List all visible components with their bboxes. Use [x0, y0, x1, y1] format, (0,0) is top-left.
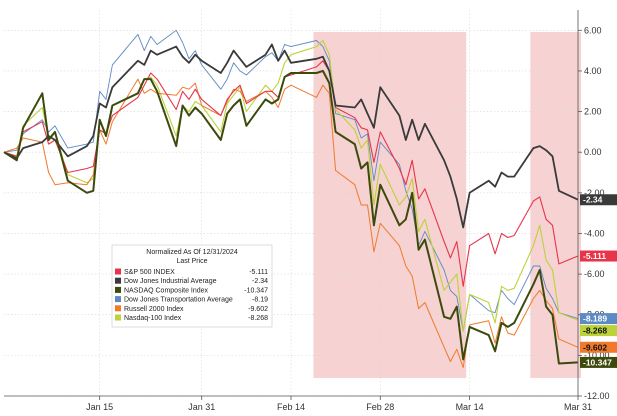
y-tick-label-3: 2.00 — [584, 107, 602, 117]
y-tick-label-7: -6.00 — [584, 269, 605, 279]
legend-subtitle: Last Price — [176, 258, 207, 265]
y-tick-label-6: -4.00 — [584, 228, 605, 238]
legend-swatch-3 — [115, 286, 121, 293]
y-tick-label-10: -12.00 — [584, 391, 610, 401]
legend-entry-5: Russell 2000 Index — [124, 306, 184, 313]
end-label-box-4 — [580, 313, 617, 325]
legend-entry-3: NASDAQ Composite Index — [124, 287, 209, 294]
end-label-4: -8.189 — [583, 314, 607, 324]
legend-value-2: -2.34 — [252, 278, 268, 285]
x-axis: Jan 15 Jan 31 Feb 14 Feb 28 Mar 14 Mar 31 — [4, 395, 592, 412]
y-tick-label-2: 4.00 — [584, 66, 602, 76]
legend: Normalized As Of 12/31/2024 Last PriceS&P… — [111, 244, 273, 328]
legend-value-6: -8.268 — [248, 315, 268, 322]
series-line-3 — [3, 69, 579, 365]
end-label-1: -5.111 — [583, 251, 606, 261]
legend-swatch-2 — [115, 277, 121, 284]
x-tick-label-2: Jan 31 — [188, 402, 215, 412]
end-label-6: -8.268 — [583, 326, 607, 336]
end-label-box-1 — [580, 250, 617, 262]
legend-box — [111, 244, 273, 328]
highlight-band-2 — [530, 32, 581, 378]
y-tick-label-9: -10.00 — [584, 350, 610, 360]
legend-value-1: -5.111 — [249, 269, 268, 276]
end-label-box-2 — [580, 194, 617, 206]
series-lines — [3, 29, 579, 369]
x-tick-label-6: Mar 31 — [564, 402, 592, 412]
legend-swatch-1 — [115, 268, 121, 275]
legend-entry-6: Nasdaq-100 Index — [124, 315, 182, 322]
legend-swatch-6 — [115, 314, 121, 321]
x-tick-label-1: Jan 15 — [86, 402, 113, 412]
y-tick-label-5: -2.00 — [584, 188, 605, 198]
legend-value-3: -10.347 — [244, 287, 268, 294]
end-value-labels: -2.34 -5.111 -8.189 -8.268 -9.602 -10.347 — [580, 194, 617, 368]
y-tick-label-4: 0.00 — [584, 147, 602, 157]
legend-entry-2: Dow Jones Industrial Average — [124, 278, 217, 285]
end-label-2: -2.34 — [583, 195, 603, 205]
y-tick-label-1: 6.00 — [584, 25, 602, 35]
legend-value-5: -9.602 — [248, 306, 268, 313]
x-tick-label-4: Feb 28 — [366, 402, 394, 412]
legend-swatch-4 — [115, 296, 121, 303]
series-line-4 — [3, 29, 579, 332]
end-label-3: -10.347 — [583, 357, 612, 367]
highlight-bands — [313, 32, 581, 378]
series-line-2 — [3, 43, 579, 229]
end-label-box-5 — [580, 341, 617, 353]
end-label-box-6 — [580, 325, 617, 337]
x-tick-label-5: Mar 14 — [456, 402, 484, 412]
legend-entry-1: S&P 500 INDEX — [124, 269, 175, 276]
legend-entry-4: Dow Jones Transportation Average — [124, 297, 233, 304]
legend-title: Normalized As Of 12/31/2024 — [146, 249, 238, 256]
gridlines — [4, 10, 579, 397]
end-label-box-3 — [580, 356, 617, 368]
series-line-5 — [3, 78, 579, 369]
legend-swatch-5 — [115, 305, 121, 312]
end-label-5: -9.602 — [583, 342, 607, 352]
y-axis: 6.004.002.000.00-2.00-4.00-6.00-8.00-10.… — [577, 10, 610, 401]
x-tick-label-3: Feb 14 — [277, 402, 305, 412]
legend-value-4: -8.19 — [252, 297, 268, 304]
